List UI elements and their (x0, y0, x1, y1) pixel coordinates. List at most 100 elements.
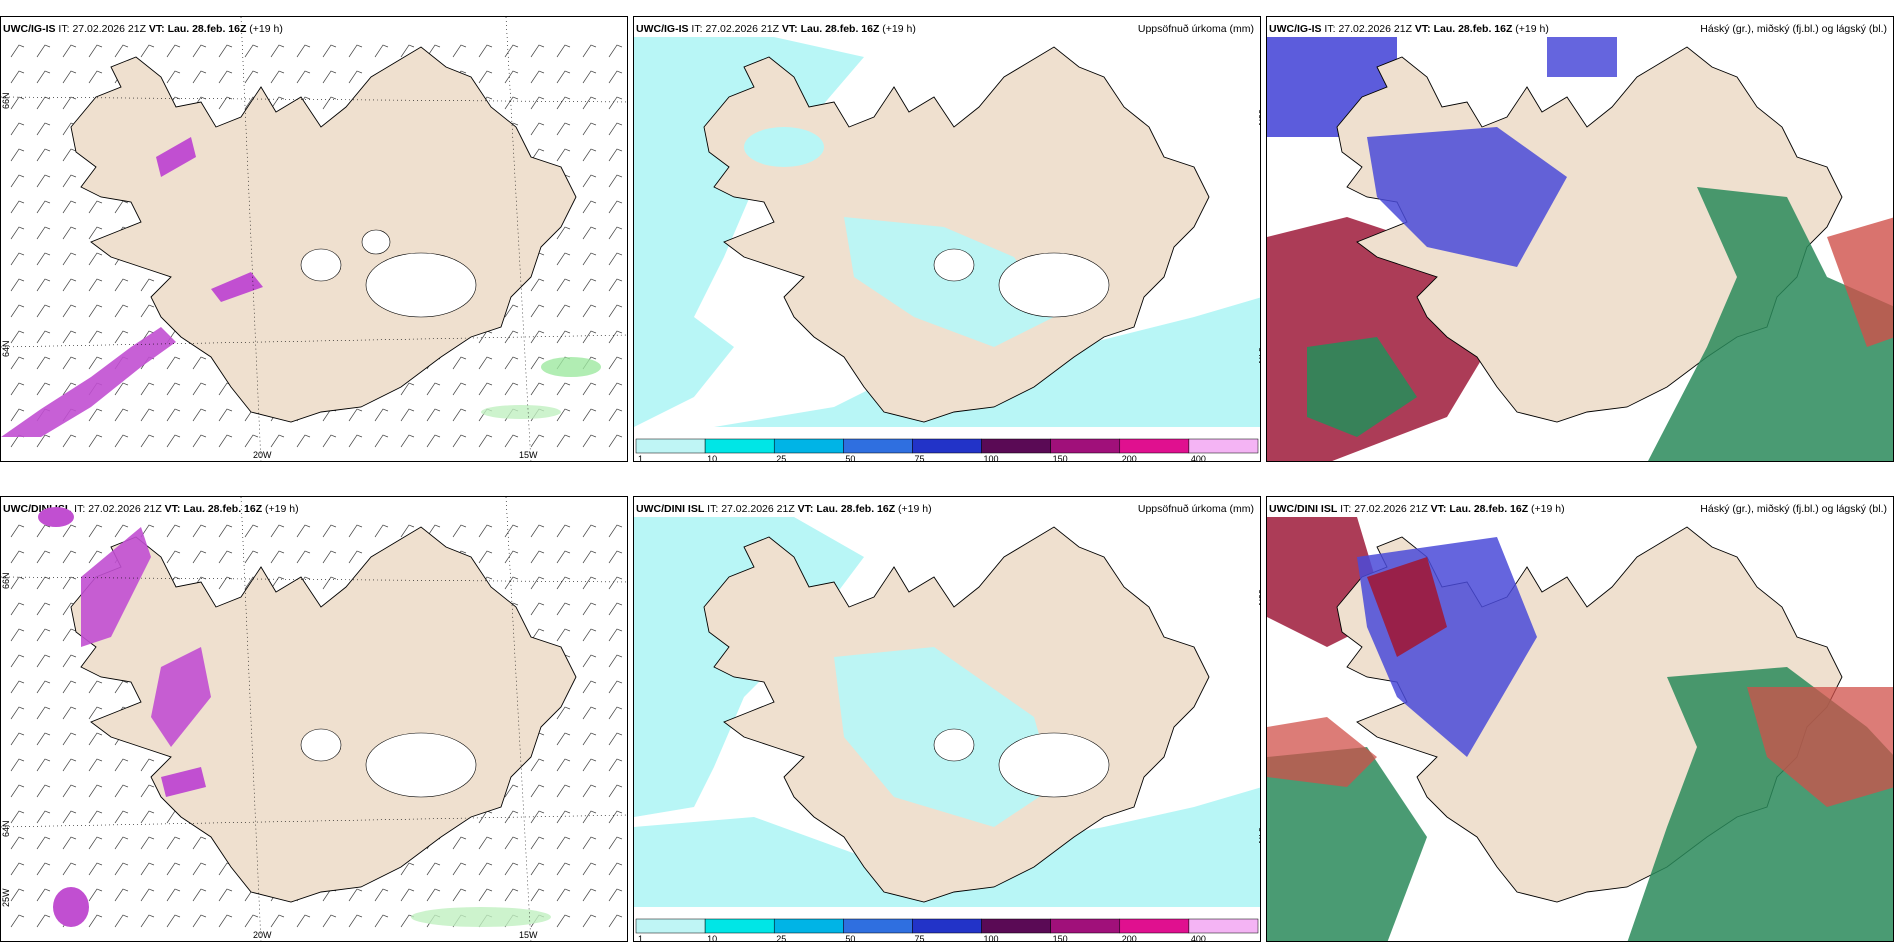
colorbar-tick-label: 150 (1053, 454, 1068, 462)
wind-barb (582, 330, 597, 344)
wind-barb (608, 550, 623, 564)
colorbar-segment (1188, 438, 1259, 454)
precip-area-south (634, 787, 1260, 907)
wind-barb (582, 304, 597, 318)
wind-barb (374, 524, 389, 538)
wind-barb (582, 602, 597, 616)
colorbar-segment (1050, 918, 1121, 934)
wind-barb (192, 914, 207, 928)
wind-barb (62, 356, 77, 370)
wind-barb (218, 44, 233, 58)
colorbar-tick-label: 1 (638, 934, 643, 942)
wind-barb (114, 278, 129, 292)
wind-barb (166, 408, 181, 422)
wind-barb (582, 434, 597, 448)
colorbar-segment (843, 438, 913, 454)
wind-barb (478, 550, 493, 564)
wind-barb (270, 44, 285, 58)
wind-barb (530, 784, 545, 798)
wind-barb (556, 226, 571, 240)
wind-barb (530, 434, 545, 448)
wind-barb (218, 524, 233, 538)
wind-barb (374, 434, 389, 448)
wind-barb (62, 278, 77, 292)
colorbar-tick-label: 200 (1122, 934, 1137, 942)
wind-barb (140, 914, 155, 928)
wind-barb (218, 888, 233, 902)
wind-barb (452, 836, 467, 850)
wind-barb (374, 888, 389, 902)
colorbar-tick-label: 50 (845, 454, 855, 462)
wind-barb (36, 304, 51, 318)
colorbar-segment (843, 918, 913, 934)
wind-barb (608, 226, 623, 240)
wind-barb (530, 810, 545, 824)
wind-barb (556, 732, 571, 746)
wind-barb (322, 70, 337, 84)
wind-barb (10, 200, 25, 214)
wind-barb (114, 524, 129, 538)
wind-barb (530, 758, 545, 772)
lat-label-66: 66N (1257, 589, 1261, 606)
lon-line-20 (240, 497, 262, 941)
lon-label-15: 15W (519, 450, 538, 460)
wind-barb (36, 680, 51, 694)
wind-barb (582, 70, 597, 84)
wind-barb (504, 330, 519, 344)
wind-barb (556, 44, 571, 58)
lat-label-25w: 25W (1, 888, 11, 907)
wind-barb (608, 122, 623, 136)
wind-barb (88, 434, 103, 448)
wind-barb (114, 810, 129, 824)
lat-label-64: 64N (1, 340, 11, 357)
wind-barb (452, 888, 467, 902)
wind-barb (582, 654, 597, 668)
wind-barb (62, 706, 77, 720)
colorbar-tick-label: 10 (707, 934, 717, 942)
wind-barb (218, 96, 233, 110)
wind-barb (608, 628, 623, 642)
wind-barb (114, 888, 129, 902)
cloud-high-north (1367, 127, 1567, 267)
wind-barb (10, 784, 25, 798)
wind-barb (140, 44, 155, 58)
wind-barb (556, 122, 571, 136)
wind-barb (114, 382, 129, 396)
wind-barb (140, 382, 155, 396)
wind-barb (140, 278, 155, 292)
wind-barb (348, 524, 363, 538)
wind-barb (10, 602, 25, 616)
wind-barb (36, 550, 51, 564)
wind-barb (10, 836, 25, 850)
wind-barb (400, 434, 415, 448)
wind-barb (140, 862, 155, 876)
wind-barb (10, 304, 25, 318)
wind-barb (400, 862, 415, 876)
lat-line-66 (1, 576, 627, 583)
colorbar-tick-label: 75 (914, 934, 924, 942)
wind-barb (10, 706, 25, 720)
wind-barb (582, 836, 597, 850)
wind-barb (62, 304, 77, 318)
colorbar-segment (981, 918, 1051, 934)
wind-barb (10, 576, 25, 590)
wind-barb (400, 888, 415, 902)
wind-barb (10, 862, 25, 876)
wind-barb (88, 784, 103, 798)
wind-barb (348, 550, 363, 564)
wind-barb (62, 96, 77, 110)
wind-barb (452, 524, 467, 538)
wind-barb (426, 382, 441, 396)
wind-barb (270, 914, 285, 928)
colorbar-segment (1188, 918, 1259, 934)
wind-barb (608, 174, 623, 188)
wind-barb (608, 434, 623, 448)
wind-barb (88, 200, 103, 214)
wind-barb (192, 382, 207, 396)
wind-barb (244, 434, 259, 448)
wind-barb (582, 732, 597, 746)
wind-barb (608, 888, 623, 902)
wind-barb (504, 96, 519, 110)
wind-barb (192, 44, 207, 58)
colorbar-segment (1119, 438, 1190, 454)
